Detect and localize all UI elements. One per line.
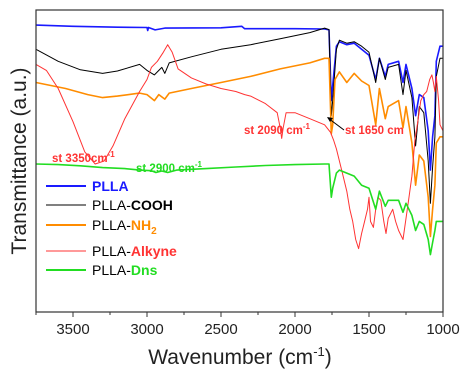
legend-item-plla-cooh: PLLA-COOH <box>46 197 173 213</box>
series-line-plla-dns <box>35 163 443 256</box>
series-layer <box>35 24 444 256</box>
legend-plain-plla-nh2: PLLA- <box>92 217 131 233</box>
legend-bold-plla-alkyne: Alkyne <box>131 243 177 259</box>
series-line-plla-nh2 <box>35 57 443 238</box>
legend-label-plla-nh2: PLLA-NH2 <box>92 217 157 237</box>
annotation-2090-text: st 2090 cm <box>244 125 303 137</box>
legend: PLLA PLLA-COOH PLLA-NH2 PLLA-Alkyne PLLA… <box>46 178 177 278</box>
x-tick-label-2500: 2500 <box>204 321 237 338</box>
legend-item-plla-alkyne: PLLA-Alkyne <box>46 243 177 259</box>
annotation-3350-sup: -1 <box>108 150 116 159</box>
x-tick-label-1500: 1500 <box>352 321 385 338</box>
annotation-2900-text: st 2900 cm <box>136 163 195 175</box>
legend-item-plla-dns: PLLA-Dns <box>46 262 158 278</box>
legend-label-plla: PLLA <box>92 178 129 194</box>
series-line-plla <box>35 24 443 171</box>
annotation-2090: st 2090 cm-1 <box>244 122 310 137</box>
legend-bold-plla: PLLA <box>92 178 129 194</box>
annotation-2900-sup: -1 <box>195 160 203 169</box>
x-axis-title-end: ) <box>325 346 332 369</box>
legend-sub-plla-nh2: 2 <box>151 226 157 237</box>
annotation-1650: st 1650 cm <box>345 125 404 137</box>
legend-bold-plla-cooh: COOH <box>131 197 173 213</box>
legend-label-plla-dns: PLLA-Dns <box>92 262 158 278</box>
annotation-arrowhead-1650 <box>327 117 333 122</box>
legend-item-plla-nh2: PLLA-NH2 <box>46 217 157 237</box>
x-tick-label-3500: 3500 <box>56 321 89 338</box>
legend-plain-plla-cooh: PLLA- <box>92 197 131 213</box>
legend-plain-plla-alkyne: PLLA- <box>92 243 131 259</box>
series-line-plla-cooh <box>35 27 443 204</box>
plot-frame <box>35 9 444 313</box>
tick-layer: 3500 3000 2500 2000 1500 1000 <box>35 312 460 338</box>
legend-bold-plla-nh2: NH <box>131 217 151 233</box>
annotation-3350: st 3350cm-1 <box>52 150 115 165</box>
x-axis-title-sup: -1 <box>313 344 325 359</box>
x-axis-title-main: Wavenumber (cm <box>148 346 313 369</box>
series-line-plla-alkyne <box>35 44 444 250</box>
legend-bold-plla-dns: Dns <box>131 262 158 278</box>
x-tick-label-3000: 3000 <box>130 321 163 338</box>
annotation-3350-text: st 3350cm <box>52 153 108 165</box>
legend-label-plla-cooh: PLLA-COOH <box>92 197 173 213</box>
y-axis-title: Transmittance (a.u.) <box>8 67 31 254</box>
annotation-2090-sup: -1 <box>303 122 311 131</box>
legend-item-plla: PLLA <box>46 178 129 194</box>
legend-plain-plla-dns: PLLA- <box>92 262 131 278</box>
x-axis-title: Wavenumber (cm-1) <box>148 344 332 369</box>
legend-label-plla-alkyne: PLLA-Alkyne <box>92 243 177 259</box>
annotation-2900: st 2900 cm-1 <box>136 160 202 175</box>
x-tick-label-2000: 2000 <box>278 321 311 338</box>
x-tick-label-1000: 1000 <box>426 321 459 338</box>
